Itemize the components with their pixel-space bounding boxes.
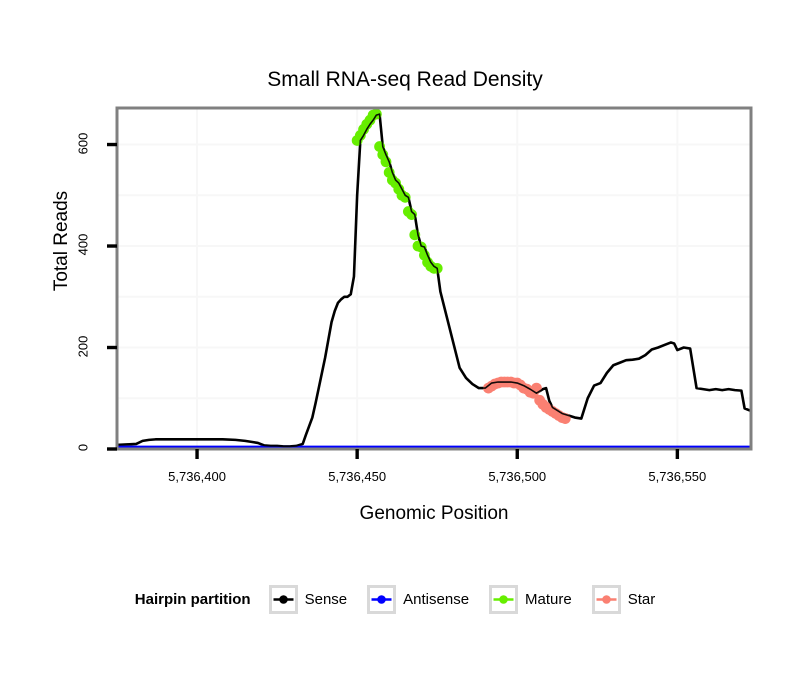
x-tick-label: 5,736,400 — [168, 469, 226, 484]
chart-title: Small RNA-seq Read Density — [267, 68, 543, 91]
legend-entry-sense[interactable]: Sense — [268, 584, 360, 614]
y-tick-label: 200 — [75, 335, 91, 357]
legend-label: Star — [627, 590, 656, 608]
y-tick-label: 400 — [75, 233, 91, 256]
legend-key-icon — [268, 584, 298, 614]
legend-key-icon — [591, 584, 621, 614]
plot-area — [107, 106, 753, 459]
legend: Hairpin partition Sense Antisense Mature St… — [0, 578, 810, 620]
x-tick-label: 5,736,550 — [648, 469, 707, 484]
x-tick-label: 5,736,450 — [328, 469, 387, 484]
y-tick-label: 0 — [75, 443, 91, 452]
legend-label: Mature — [525, 590, 572, 608]
axis-ticks — [107, 142, 680, 459]
legend-label: Antisense — [403, 590, 470, 608]
legend-title: Hairpin partition — [134, 590, 251, 608]
legend-entry-star[interactable]: Star — [591, 584, 668, 614]
legend-entry-antisense[interactable]: Antisense — [367, 584, 481, 614]
gridlines — [117, 108, 751, 450]
legend-entry-mature[interactable]: Mature — [489, 584, 584, 614]
legend-key-icon — [489, 584, 519, 614]
x-tick-label: 5,736,500 — [488, 469, 547, 484]
series-layer — [117, 108, 751, 449]
panel-frame — [115, 106, 753, 451]
panel-background — [117, 108, 751, 449]
y-tick-label: 600 — [75, 132, 91, 154]
legend-key-icon — [367, 584, 397, 614]
legend-label: Sense — [304, 590, 348, 608]
legend-entries: Sense Antisense Mature Star — [268, 584, 676, 614]
x-axis-label: Genomic Position — [359, 503, 509, 524]
